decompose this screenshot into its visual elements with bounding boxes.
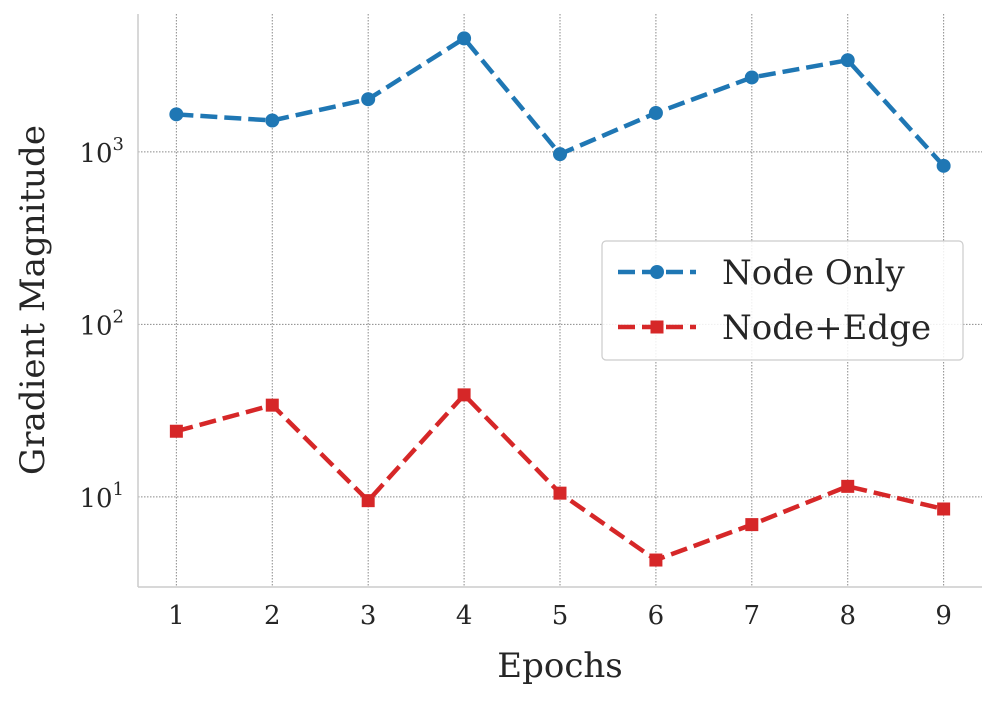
- x-tick-label: 1: [168, 601, 185, 631]
- data-point: [553, 147, 567, 162]
- data-point: [169, 107, 184, 122]
- data-point: [936, 158, 951, 173]
- legend-entry: Node+Edge: [618, 308, 931, 348]
- x-tick-label: 5: [552, 601, 569, 631]
- data-point: [169, 424, 183, 438]
- legend-marker: [650, 320, 664, 334]
- y-tick-label: 103: [79, 134, 124, 169]
- data-point: [745, 518, 759, 532]
- data-point: [553, 486, 567, 500]
- x-tick-label: 8: [839, 601, 856, 631]
- tick-labels: 1 2 3 4 5 6 7 8 9 101 102 103: [79, 134, 951, 631]
- x-tick-label: 7: [744, 601, 761, 631]
- x-tick-label: 9: [935, 601, 952, 631]
- data-point: [361, 92, 376, 107]
- series-group: [169, 31, 951, 567]
- x-tick-label: 2: [264, 601, 281, 631]
- data-point: [648, 106, 663, 121]
- legend-label: Node Only: [722, 253, 906, 293]
- data-point: [649, 553, 663, 567]
- y-axis-title: Gradient Magnitude: [13, 125, 53, 475]
- x-tick-label: 6: [648, 601, 665, 631]
- legend-entry: Node Only: [618, 253, 906, 293]
- data-point: [361, 494, 375, 508]
- data-point: [457, 388, 471, 402]
- axes: [137, 14, 982, 588]
- legend: Node Only Node+Edge: [601, 240, 964, 361]
- data-point: [265, 113, 280, 128]
- series-node-edge: [169, 388, 951, 567]
- legend-marker: [650, 265, 664, 279]
- x-tick-label: 4: [456, 601, 473, 631]
- data-point: [457, 31, 472, 46]
- x-axis-title: Epochs: [497, 646, 622, 686]
- data-point: [937, 502, 951, 516]
- y-tick-label: 101: [79, 479, 124, 514]
- data-point: [265, 398, 279, 412]
- y-tick-label: 102: [79, 306, 124, 341]
- data-point: [841, 479, 855, 493]
- x-tick-label: 3: [360, 601, 377, 631]
- data-point: [744, 70, 759, 85]
- legend-label: Node+Edge: [722, 308, 931, 348]
- data-point: [840, 53, 855, 68]
- series-node-only: [169, 31, 951, 173]
